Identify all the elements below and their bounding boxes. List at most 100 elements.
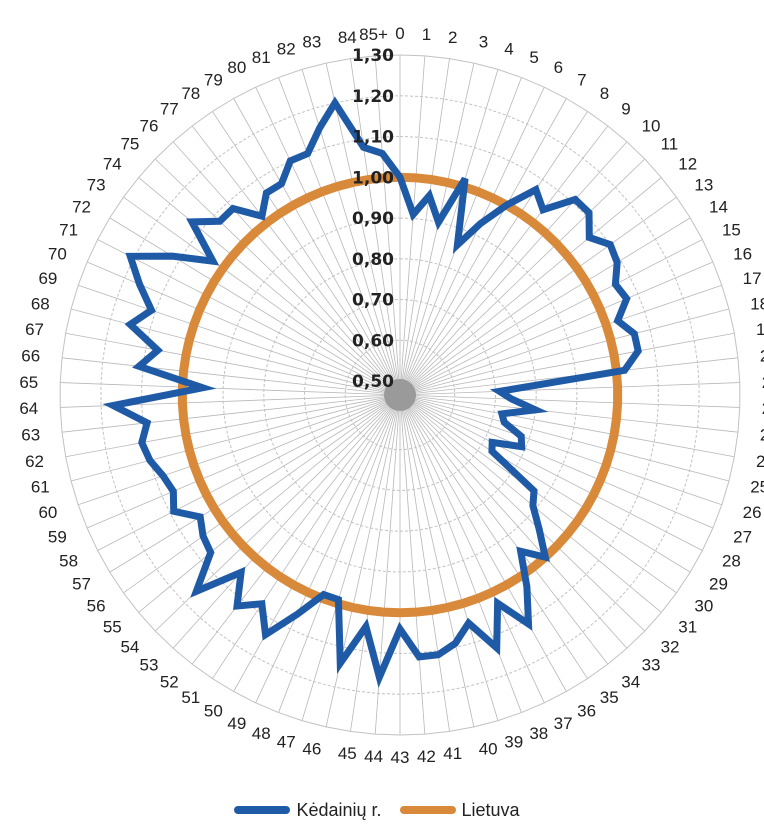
category-label: 32 xyxy=(661,637,680,656)
radar-spoke xyxy=(138,177,401,396)
category-label: 35 xyxy=(600,688,619,707)
radar-ring xyxy=(263,258,537,532)
radar-spoke xyxy=(350,394,401,732)
radar-spoke xyxy=(61,357,401,396)
category-label: 66 xyxy=(21,346,40,365)
radar-spoke xyxy=(399,394,677,594)
category-label: 10 xyxy=(642,116,661,135)
category-label: 76 xyxy=(140,116,159,135)
category-label: 18 xyxy=(750,294,764,313)
category-label: 36 xyxy=(577,702,596,721)
radar-spoke xyxy=(350,58,401,396)
chart-legend: Kėdainių r. Lietuva xyxy=(0,796,764,824)
category-label: 29 xyxy=(709,575,728,594)
radar-spoke xyxy=(399,394,475,727)
category-label: 53 xyxy=(140,656,159,675)
category-label: 45 xyxy=(338,744,357,763)
radar-ring xyxy=(222,217,578,573)
category-label: 11 xyxy=(661,135,679,154)
radar-spoke xyxy=(399,58,450,396)
category-label: 79 xyxy=(204,70,223,89)
legend-swatch-kedainiai xyxy=(234,806,291,814)
radar-spoke xyxy=(399,394,567,692)
radar-spoke xyxy=(399,394,545,704)
category-label: 26 xyxy=(743,503,762,522)
category-label: 13 xyxy=(694,175,713,194)
radar-spoke xyxy=(399,332,735,396)
category-label: 82 xyxy=(277,39,296,58)
category-label: 48 xyxy=(252,724,271,743)
radar-spoke xyxy=(191,394,401,665)
radar-spoke xyxy=(399,55,426,396)
category-label: 40 xyxy=(479,739,498,758)
category-label: 54 xyxy=(120,637,139,656)
category-label: 49 xyxy=(227,714,246,733)
radar-spoke xyxy=(399,382,740,396)
category-label: 33 xyxy=(642,656,661,675)
radar-spoke xyxy=(399,141,628,396)
category-label: 27 xyxy=(733,528,752,547)
radar-spoke xyxy=(399,394,722,506)
radar-spoke xyxy=(154,158,401,396)
category-label: 28 xyxy=(722,552,741,571)
radar-spoke xyxy=(78,284,401,396)
ring-tick-label: 0,60 xyxy=(352,331,394,351)
radar-spoke xyxy=(399,69,499,396)
category-label: 83 xyxy=(302,33,321,52)
category-label: 73 xyxy=(87,175,106,194)
category-label: 78 xyxy=(181,84,200,103)
category-label: 60 xyxy=(38,503,57,522)
legend-label-kedainiai: Kėdainių r. xyxy=(296,799,382,820)
category-label: 12 xyxy=(678,154,697,173)
category-label: 51 xyxy=(181,688,200,707)
ring-tick-label: 0,70 xyxy=(352,291,394,311)
radar-center-hub xyxy=(384,379,416,411)
category-label: 34 xyxy=(621,673,640,692)
ring-tick-label: 0,50 xyxy=(352,372,394,392)
series-line-kedainiai xyxy=(102,96,642,688)
category-label: 15 xyxy=(722,220,741,239)
radar-spoke xyxy=(399,394,703,551)
legend-item-lietuva: Lietuva xyxy=(399,799,520,821)
category-label: 23 xyxy=(760,426,764,445)
category-label: 68 xyxy=(31,294,50,313)
radar-spoke xyxy=(301,394,401,721)
radar-ring xyxy=(141,135,659,655)
radar-ring xyxy=(100,95,700,695)
category-label: 74 xyxy=(103,154,122,173)
radar-spoke xyxy=(399,308,730,396)
radar-ring xyxy=(344,339,456,451)
radar-spoke xyxy=(255,86,401,396)
category-label: 44 xyxy=(364,747,383,766)
category-label: 8 xyxy=(600,84,609,103)
category-label: 77 xyxy=(160,99,179,118)
category-label: 64 xyxy=(19,399,38,418)
category-label: 85+ xyxy=(359,25,388,44)
category-label: 70 xyxy=(48,244,67,263)
category-label: 37 xyxy=(554,714,573,733)
radar-spoke xyxy=(399,86,545,396)
radar-spoke xyxy=(109,394,401,573)
radar-spoke xyxy=(233,394,401,692)
legend-swatch-lietuva xyxy=(399,806,456,814)
legend-label-lietuva: Lietuva xyxy=(461,799,520,820)
category-label: 4 xyxy=(504,39,513,58)
category-label: 31 xyxy=(678,618,697,637)
radar-spoke xyxy=(399,394,628,649)
ring-tick-label: 1,30 xyxy=(352,46,394,66)
category-label: 21 xyxy=(762,373,764,392)
radar-spoke xyxy=(399,284,722,396)
radar-series xyxy=(102,96,642,688)
category-label: 7 xyxy=(577,70,586,89)
radar-spoke xyxy=(399,394,450,732)
radar-spoke xyxy=(97,239,401,396)
category-labels: 0123456789101112131415161718192021222324… xyxy=(19,24,764,767)
radar-spoke xyxy=(86,394,401,529)
radar-spoke xyxy=(109,217,401,396)
radar-spoke xyxy=(172,394,401,649)
ring-labels: 0,50 0,60 0,70 0,80 0,90 1,00 1,10 1,20 1,30 xyxy=(352,46,394,392)
radar-spoke xyxy=(65,332,401,396)
category-label: 57 xyxy=(72,575,91,594)
radar-spoke xyxy=(399,394,588,679)
